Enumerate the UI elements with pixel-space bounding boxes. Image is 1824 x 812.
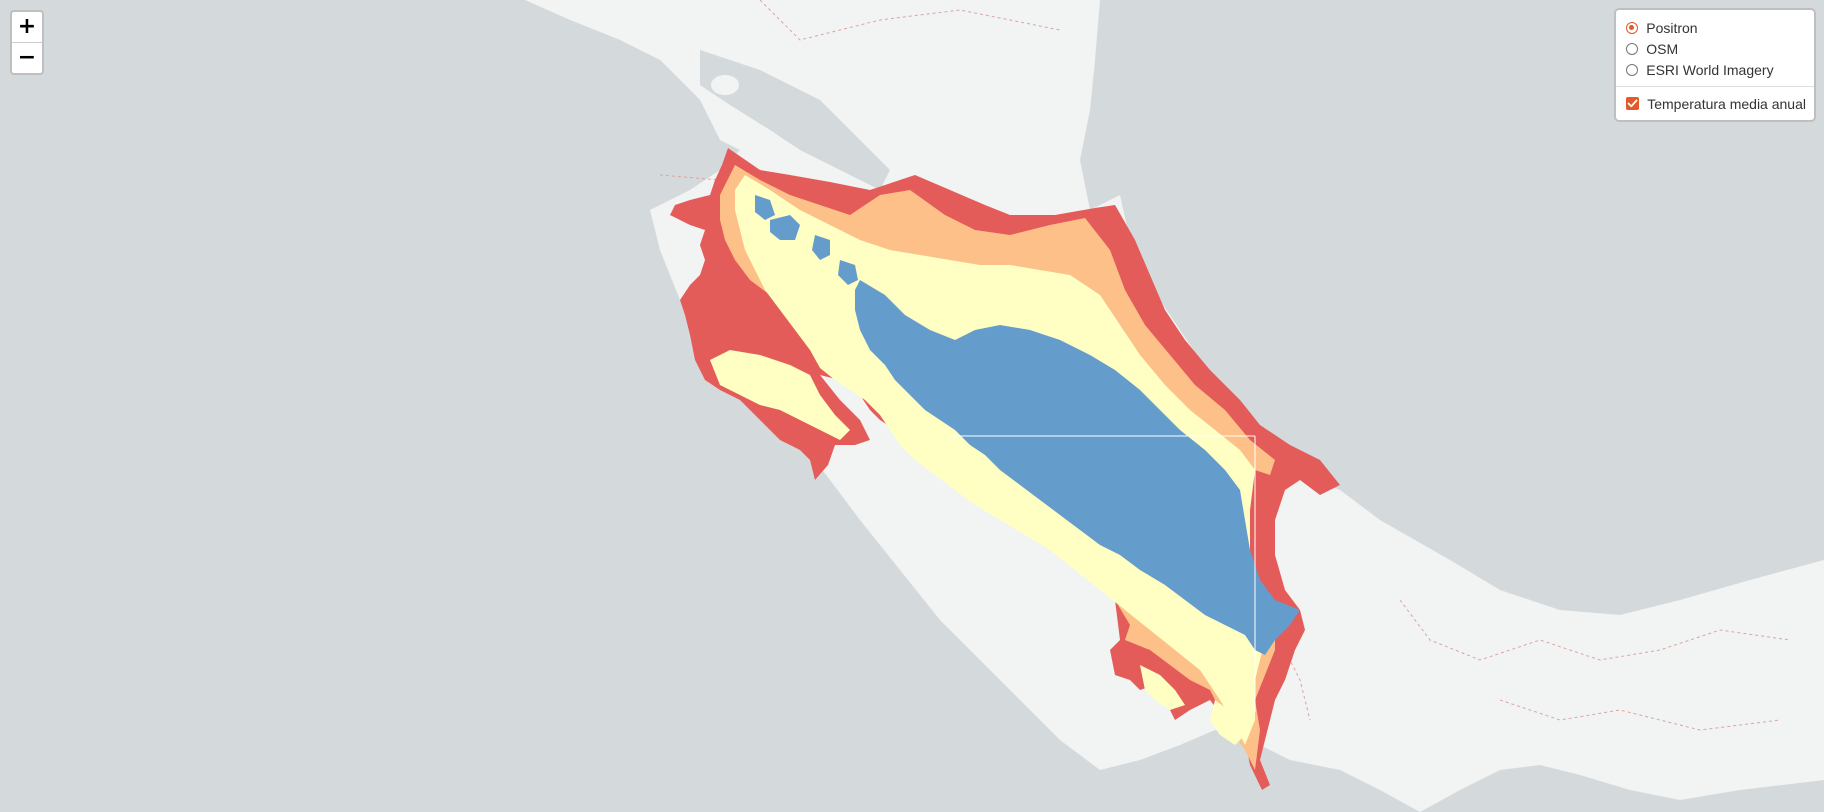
zoom-in-button[interactable]: + [12, 12, 42, 43]
zoom-control: + − [10, 10, 44, 75]
pacific-ocean-north [0, 0, 720, 200]
lake-nicaragua [700, 50, 890, 190]
layers-separator [1616, 86, 1814, 87]
radio-icon[interactable] [1626, 21, 1639, 34]
base-layer-label: ESRI World Imagery [1646, 61, 1774, 78]
base-layer-esri-world-imagery[interactable]: ESRI World Imagery [1626, 59, 1806, 80]
tile-seams [950, 435, 1256, 712]
zoom-out-button[interactable]: − [17, 45, 37, 70]
overlay-temperatura-media-anual[interactable]: Temperatura media anual [1626, 93, 1806, 114]
layers-control: Positron OSM ESRI World Imagery Temperat… [1614, 8, 1816, 122]
pacific-ocean-south [1420, 765, 1824, 812]
island [711, 75, 739, 95]
base-layer-label: OSM [1646, 40, 1679, 57]
radio-icon[interactable] [1626, 42, 1639, 55]
base-layer-osm[interactable]: OSM [1626, 38, 1806, 59]
checkbox-checked-icon[interactable] [1626, 97, 1640, 110]
base-layer-positron[interactable]: Positron [1626, 17, 1806, 38]
temperature-overlay [670, 148, 1340, 790]
radio-icon[interactable] [1626, 63, 1639, 76]
base-layer-label: Positron [1646, 19, 1698, 36]
overlay-label: Temperatura media anual [1647, 95, 1806, 112]
